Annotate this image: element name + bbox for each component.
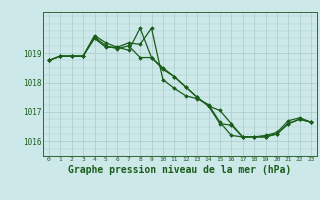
X-axis label: Graphe pression niveau de la mer (hPa): Graphe pression niveau de la mer (hPa): [68, 165, 292, 175]
